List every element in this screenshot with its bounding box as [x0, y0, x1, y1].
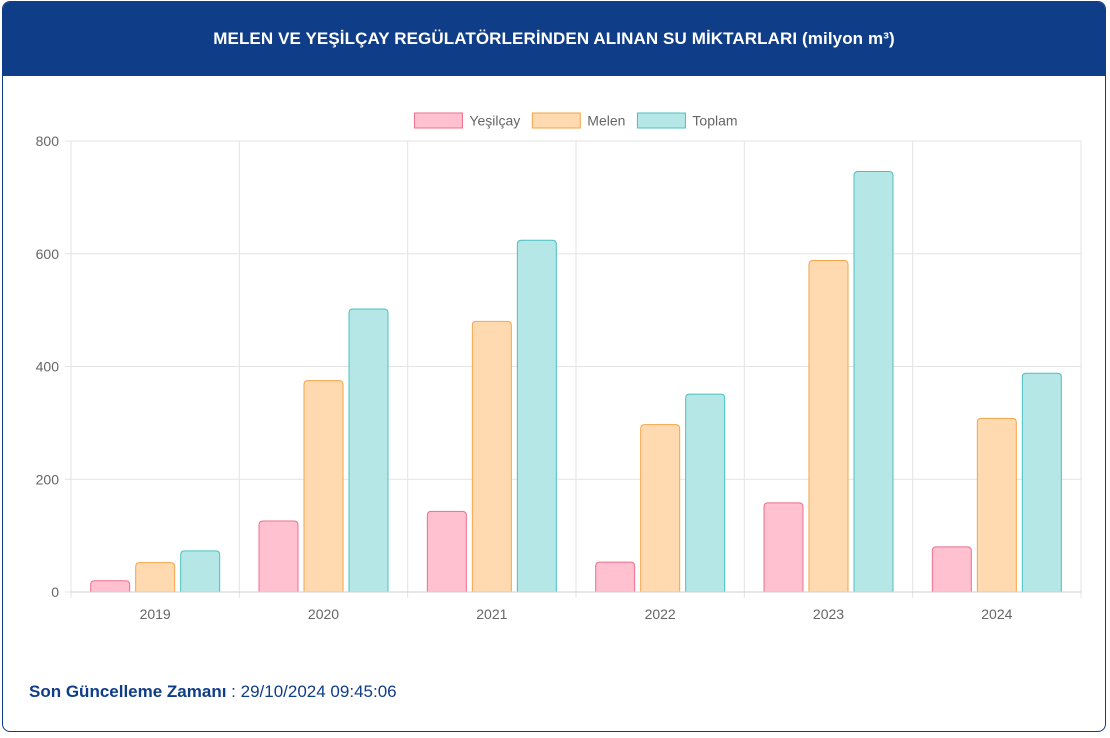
bar	[90, 580, 131, 593]
card-header: MELEN VE YEŞİLÇAY REGÜLATÖRLERİNDEN ALIN…	[3, 2, 1105, 76]
x-tick-label: 2022	[645, 606, 676, 622]
x-tick-label: 2024	[981, 606, 1012, 622]
bar	[976, 417, 1017, 593]
legend-label: Yeşilçay	[469, 113, 520, 129]
bar	[763, 502, 804, 593]
bar	[348, 308, 389, 593]
last-updated-separator: :	[226, 682, 241, 701]
chart-title: MELEN VE YEŞİLÇAY REGÜLATÖRLERİNDEN ALIN…	[213, 29, 895, 48]
bars	[90, 170, 1062, 593]
bar	[595, 561, 636, 593]
bar	[303, 380, 344, 593]
y-tick-label: 400	[36, 359, 60, 375]
legend-swatch	[413, 112, 463, 129]
bar	[471, 320, 512, 593]
legend-label: Melen	[587, 113, 625, 129]
last-updated: Son Güncelleme Zamanı : 29/10/2024 09:45…	[29, 682, 397, 702]
bar	[640, 424, 681, 593]
legend-swatch	[531, 112, 581, 129]
bar	[426, 510, 467, 593]
last-updated-value: 29/10/2024 09:45:06	[240, 682, 397, 701]
grid-lines	[65, 140, 1082, 598]
bar	[808, 260, 849, 593]
y-tick-label: 600	[36, 246, 60, 262]
y-tick-label: 200	[36, 471, 60, 487]
bar	[685, 393, 726, 593]
x-tick-label: 2021	[476, 606, 507, 622]
bar	[258, 520, 299, 593]
legend: Yeşilçay Melen Toplam	[413, 112, 738, 129]
bar-chart: 0 200 400 600 800 2019 2020 2021 2022 2023 2024 Ye…	[36, 112, 1082, 622]
bar	[931, 546, 972, 593]
y-tick-label: 800	[36, 133, 60, 149]
x-tick-label: 2023	[813, 606, 844, 622]
x-tick-label: 2020	[308, 606, 339, 622]
y-tick-label: 0	[51, 584, 59, 600]
bar	[180, 550, 221, 593]
legend-label: Toplam	[692, 113, 737, 129]
bar	[853, 170, 894, 593]
axes: 0 200 400 600 800 2019 2020 2021 2022 2023 2024	[36, 133, 1081, 622]
legend-swatch	[636, 112, 686, 129]
bar	[135, 562, 176, 593]
last-updated-label: Son Güncelleme Zamanı	[29, 682, 227, 701]
x-tick-label: 2019	[140, 606, 171, 622]
bar	[516, 239, 557, 593]
bar	[1021, 372, 1062, 593]
